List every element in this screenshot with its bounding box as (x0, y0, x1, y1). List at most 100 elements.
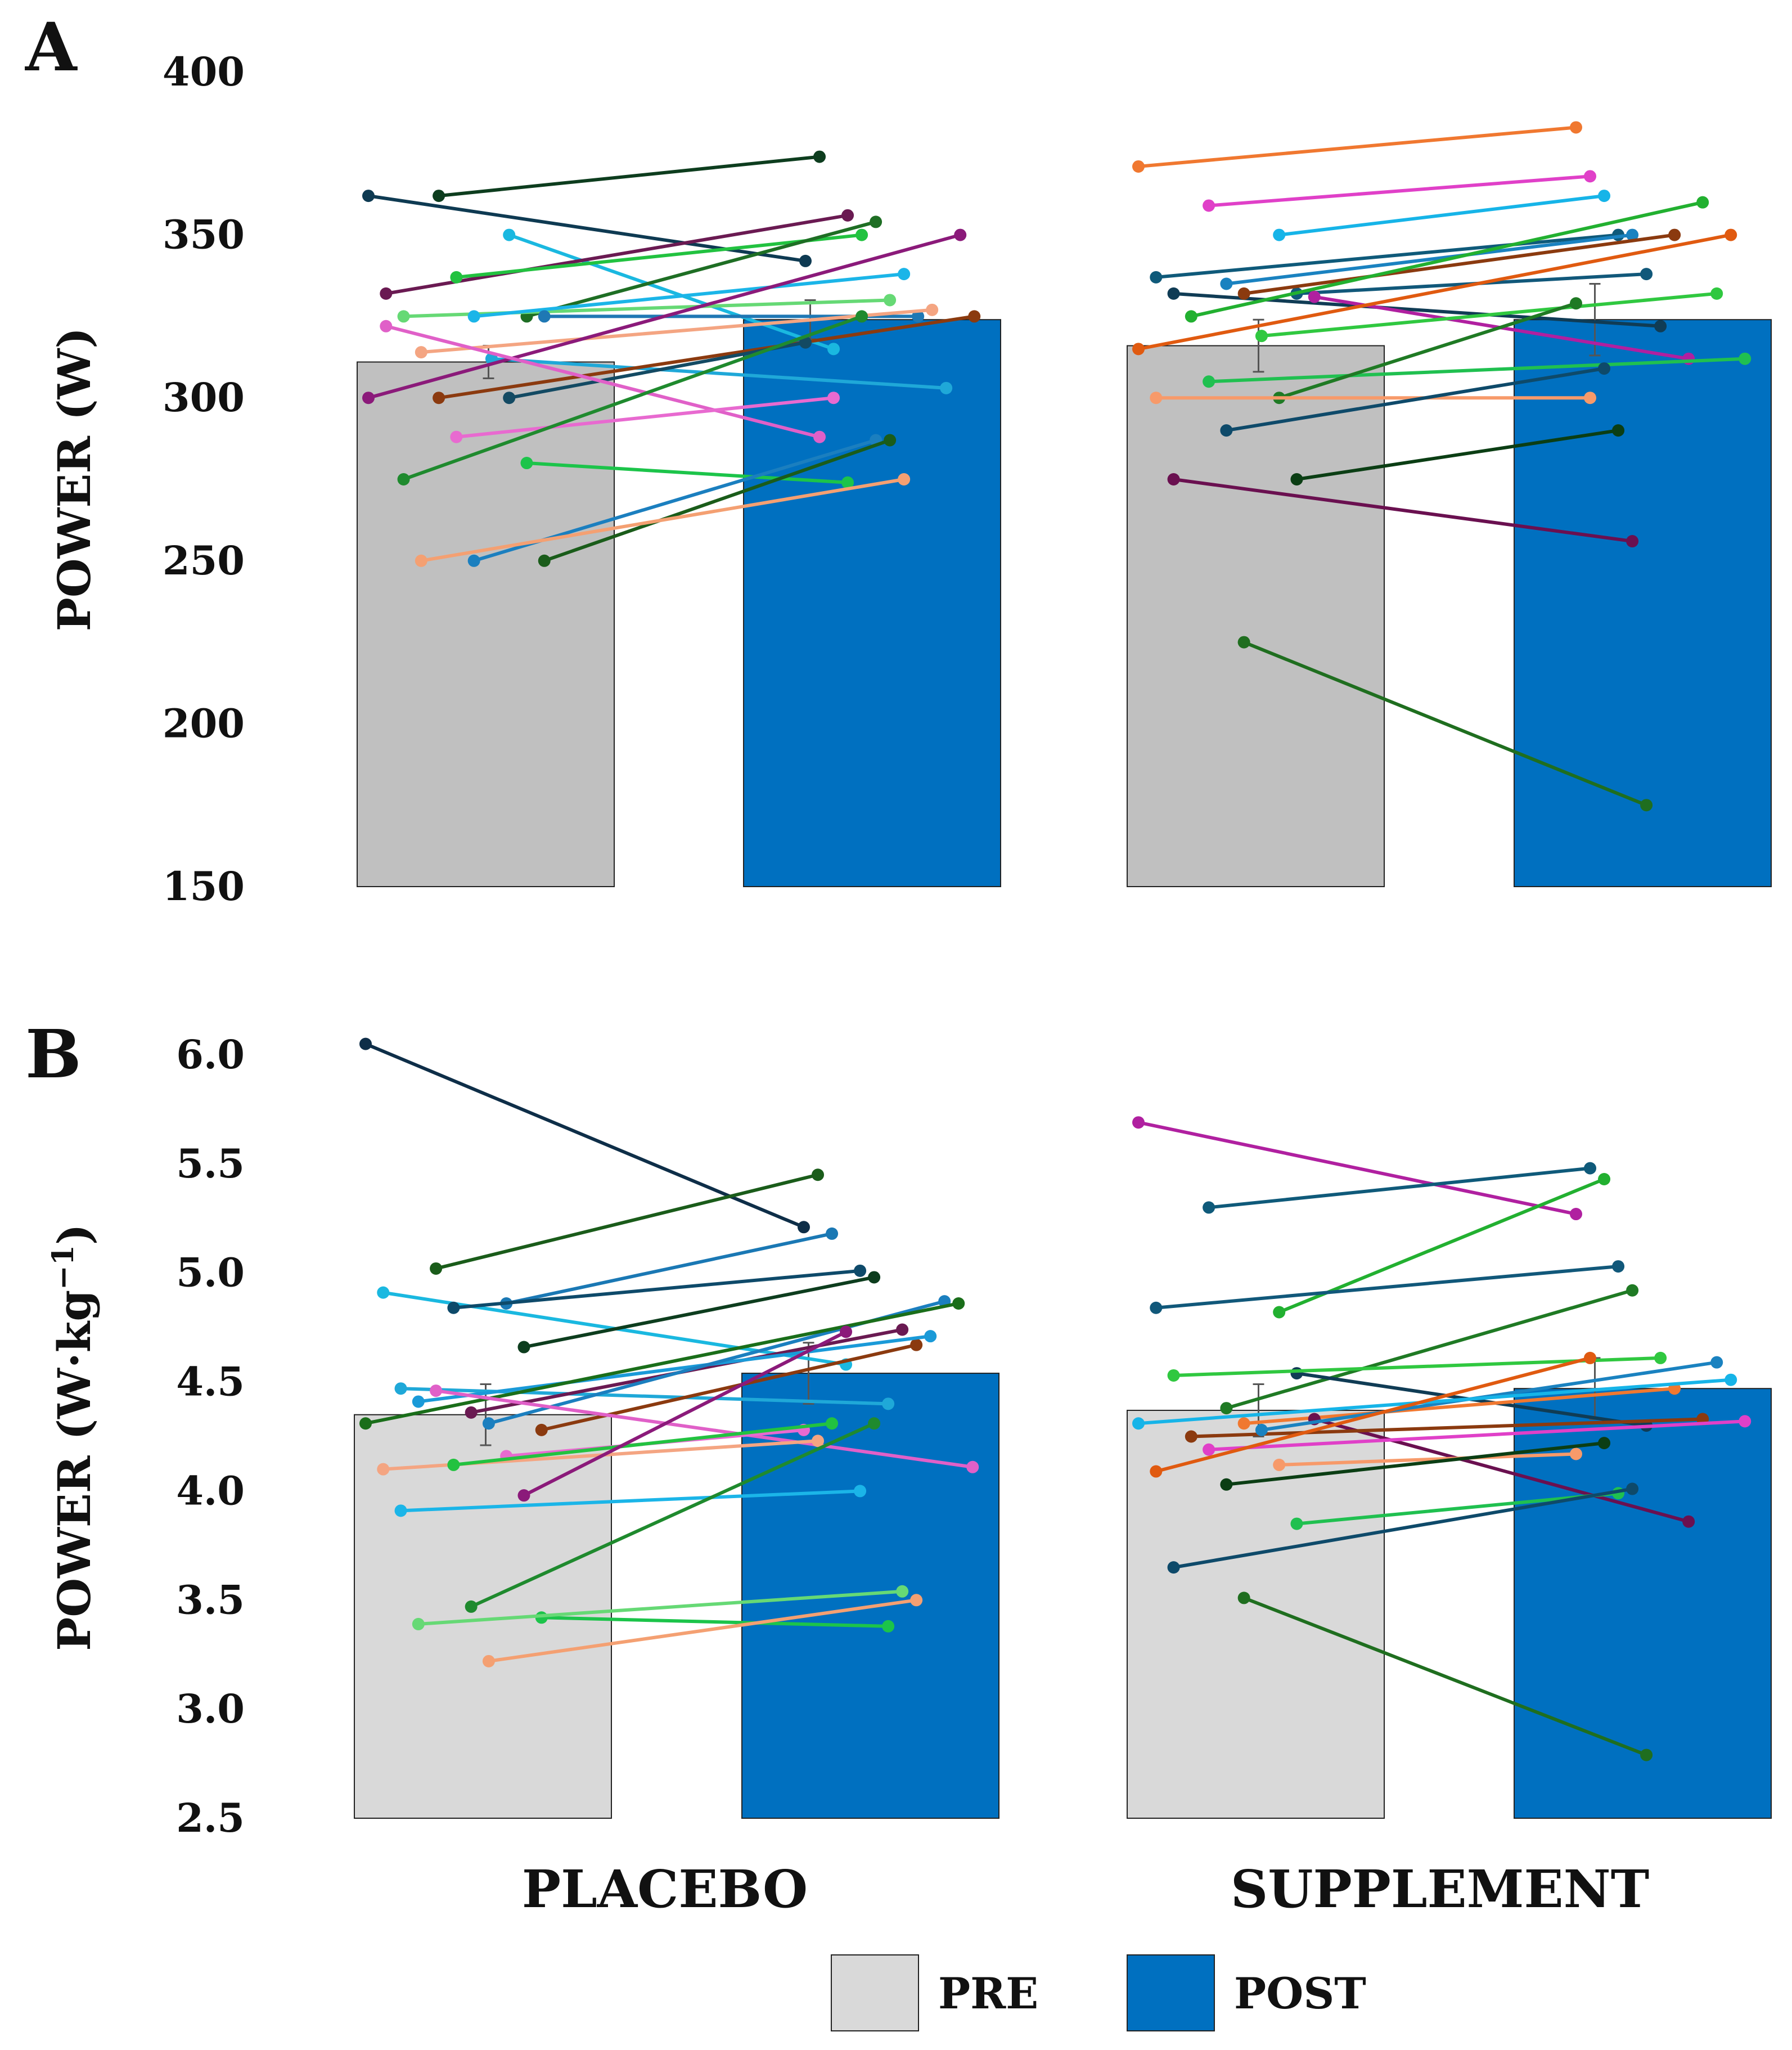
subject-line (1278, 302, 1577, 400)
subject-point-post (1584, 1351, 1597, 1364)
subject-line (508, 340, 806, 400)
subject-point-pre (359, 1417, 372, 1430)
subject-point-post (840, 1325, 853, 1338)
subject-line (1208, 1166, 1591, 1210)
y-tick-label: 2.5 (176, 1795, 245, 1841)
y-tick-label: 5.0 (176, 1249, 245, 1296)
subject-point-pre (538, 554, 551, 567)
subject-point-post (1626, 1284, 1639, 1297)
subject-line (1155, 1356, 1591, 1473)
subject-point-post (898, 473, 911, 485)
subject-line (1208, 357, 1745, 384)
subject-line (1296, 1491, 1619, 1526)
subject-point-post (1725, 228, 1737, 241)
subject-point-pre (1132, 1417, 1145, 1430)
subject-point-post (856, 310, 868, 323)
subject-point-pre (380, 320, 393, 332)
subject-line (1278, 1177, 1605, 1314)
subject-point-pre (1308, 290, 1321, 303)
subject-point-pre (362, 392, 375, 404)
subject-line (435, 1173, 818, 1270)
subject-point-pre (1237, 1592, 1250, 1604)
subject-line (470, 1422, 875, 1608)
y-tick-label: 3.5 (176, 1576, 245, 1623)
subject-line (1226, 367, 1605, 433)
subject-point-pre (397, 310, 410, 323)
bar-post (1514, 319, 1772, 887)
subject-point-post (1570, 1208, 1582, 1221)
subject-line (1138, 1121, 1577, 1216)
subject-point-pre (412, 1617, 425, 1630)
subject-point-pre (1185, 310, 1197, 323)
subject-line (453, 1422, 832, 1467)
subject-line (1173, 478, 1633, 543)
subject-point-pre (1290, 1367, 1303, 1380)
y-tick-label: 350 (163, 212, 245, 258)
panel-b: B 2.5 3.0 3.5 4.0 4.5 5.0 5.5 6.0 POWER (W·kg−1) (25, 1015, 1772, 1841)
subject-point-post (798, 1221, 810, 1234)
subject-point-pre (447, 1458, 460, 1471)
subject-point-pre (430, 1384, 443, 1397)
subject-point-pre (517, 1341, 530, 1354)
subject-line (474, 272, 904, 318)
subject-point-pre (1290, 1517, 1303, 1530)
subject-line (488, 1598, 917, 1663)
subject-point-pre (535, 1423, 548, 1436)
subject-point-post (813, 150, 826, 163)
subject-point-pre (1150, 271, 1163, 284)
y-axis-label-sup: −1 (46, 1245, 80, 1290)
subject-line (421, 478, 904, 563)
y-tick-label: 300 (163, 374, 245, 421)
subject-point-post (898, 268, 911, 281)
subject-line (543, 438, 891, 563)
subject-line (541, 1616, 889, 1628)
subject-line (365, 1302, 959, 1426)
subject-line (456, 396, 834, 439)
subject-line (1226, 1288, 1633, 1410)
subject-point-post (841, 476, 854, 489)
subject-line (385, 324, 820, 439)
subject-line (368, 194, 806, 263)
subject-point-post (896, 1585, 909, 1598)
subject-line (421, 308, 933, 354)
subject-point-post (910, 1338, 923, 1351)
subject-line (1191, 1417, 1703, 1438)
subject-point-post (812, 1168, 825, 1181)
subject-point-pre (380, 287, 393, 300)
subject-point-post (799, 336, 812, 349)
subject-point-pre (394, 1504, 407, 1517)
bar-pre (1127, 1409, 1385, 1819)
subject-line (508, 233, 835, 351)
subject-line (1243, 1596, 1647, 1757)
subject-point-post (1725, 1373, 1737, 1386)
subject-point-post (1668, 228, 1681, 241)
subject-point-post (854, 1485, 867, 1498)
subject-point-pre (482, 1417, 495, 1430)
subject-line (435, 1389, 973, 1469)
subject-point-post (952, 1297, 965, 1310)
subject-line (1138, 125, 1577, 168)
subject-point-pre (1220, 424, 1233, 437)
subject-line (1244, 233, 1675, 295)
subject-line (400, 1387, 889, 1406)
subject-point-pre (1132, 1116, 1145, 1129)
subject-point-pre (430, 1262, 443, 1275)
subject-line (364, 1042, 805, 1229)
legend-swatch (831, 1954, 919, 2031)
subject-point-post (924, 1330, 937, 1343)
y-axis-label: POWER (W·kg−1) (46, 1224, 101, 1651)
subject-point-pre (1185, 1430, 1197, 1443)
subject-point-pre (450, 430, 463, 443)
subject-point-pre (1220, 277, 1233, 290)
subject-point-post (884, 434, 897, 447)
subject-line (1173, 291, 1661, 328)
subject-line (1243, 640, 1647, 807)
subject-point-post (912, 310, 925, 323)
bar-post (741, 1373, 999, 1819)
x-category-label: PLACEBO (522, 1859, 808, 1919)
subject-point-post (1570, 1447, 1582, 1460)
subject-point-post (1710, 1356, 1723, 1369)
bar-pre (357, 361, 615, 887)
subject-line (1261, 291, 1717, 338)
subject-point-post (1626, 1482, 1639, 1495)
